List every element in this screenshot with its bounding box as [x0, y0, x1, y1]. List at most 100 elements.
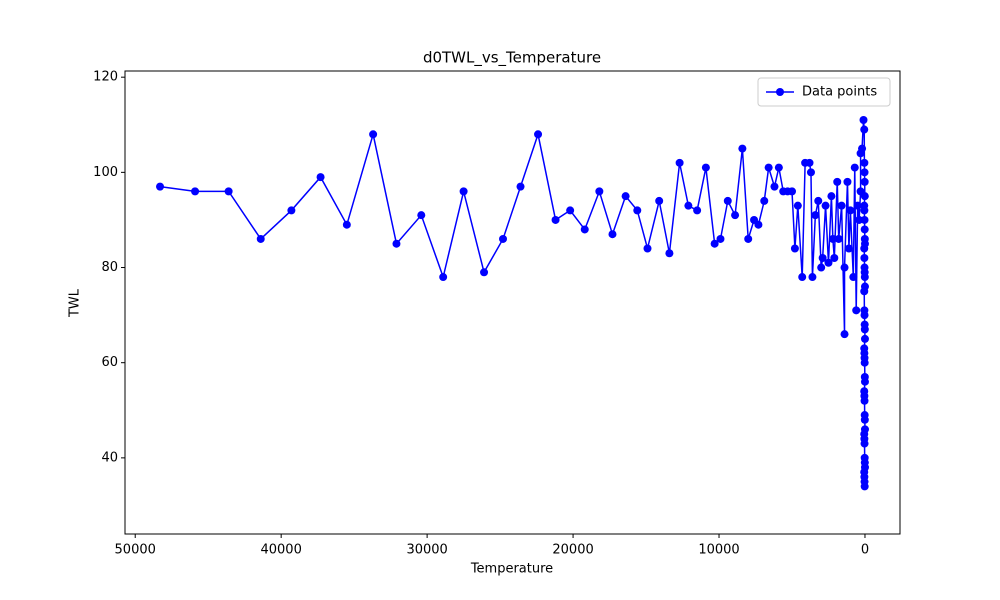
y-axis-label: TWL — [68, 288, 83, 318]
data-point — [675, 158, 684, 167]
y-tick-label: 40 — [101, 450, 118, 465]
data-point — [754, 220, 763, 229]
data-point — [716, 234, 725, 243]
data-point — [798, 273, 807, 282]
data-point — [534, 130, 543, 139]
data-point — [860, 177, 869, 186]
data-point — [191, 187, 200, 196]
data-point — [760, 196, 769, 205]
data-point — [499, 234, 508, 243]
data-point — [806, 168, 815, 177]
data-point — [860, 439, 869, 448]
data-point — [853, 201, 862, 210]
data-point — [844, 244, 853, 253]
data-point — [828, 234, 837, 243]
data-point — [860, 273, 869, 282]
data-point — [738, 144, 747, 153]
y-tick-label: 120 — [93, 70, 118, 85]
data-point — [860, 311, 869, 320]
data-point — [793, 201, 802, 210]
data-point — [392, 239, 401, 248]
data-point — [860, 225, 869, 234]
data-point — [860, 215, 869, 224]
data-point — [814, 196, 823, 205]
data-point — [731, 211, 740, 220]
data-point — [860, 192, 869, 201]
data-point — [595, 187, 604, 196]
data-point — [643, 244, 652, 253]
data-point — [787, 187, 796, 196]
data-point — [858, 144, 867, 153]
x-tick-label: 0 — [861, 543, 869, 558]
data-point — [818, 254, 827, 263]
data-point — [633, 206, 642, 215]
data-point — [849, 273, 858, 282]
data-point — [860, 377, 869, 386]
data-point — [764, 163, 773, 172]
x-tick-label: 10000 — [698, 543, 739, 558]
data-point — [770, 182, 779, 191]
data-point — [439, 273, 448, 282]
data-point — [860, 168, 869, 177]
data-point — [860, 396, 869, 405]
data-point — [516, 182, 525, 191]
data-point — [824, 258, 833, 267]
data-point — [417, 211, 426, 220]
data-point — [843, 177, 852, 186]
data-point — [830, 254, 839, 263]
data-point — [156, 182, 165, 191]
legend-label: Data points — [802, 85, 877, 100]
data-point — [860, 482, 869, 491]
data-point — [369, 130, 378, 139]
plot-frame — [124, 70, 901, 535]
data-point — [860, 158, 869, 167]
data-point — [827, 192, 836, 201]
data-point — [744, 234, 753, 243]
data-point — [287, 206, 296, 215]
data-point — [808, 273, 817, 282]
data-point — [608, 230, 617, 239]
data-point — [710, 239, 719, 248]
data-point — [342, 220, 351, 229]
chart-title: d0TWL_vs_Temperature — [423, 49, 601, 68]
data-point — [790, 244, 799, 253]
data-point — [837, 201, 846, 210]
data-point — [860, 334, 869, 343]
y-tick-label: 60 — [101, 355, 118, 370]
data-point — [860, 125, 869, 134]
data-line — [159, 119, 866, 487]
data-point — [833, 177, 842, 186]
data-point — [860, 325, 869, 334]
data-point — [701, 163, 710, 172]
data-point — [821, 201, 830, 210]
y-tick-label: 100 — [93, 165, 118, 180]
data-point — [665, 249, 674, 258]
data-point — [621, 192, 630, 201]
data-point — [811, 211, 820, 220]
data-point — [684, 201, 693, 210]
data-point — [580, 225, 589, 234]
data-point — [860, 254, 869, 263]
legend-marker — [776, 88, 784, 96]
data-point — [774, 163, 783, 172]
data-point — [693, 206, 702, 215]
data-point — [566, 206, 575, 215]
data-point — [846, 206, 855, 215]
data-point — [840, 330, 849, 339]
x-axis-label: Temperature — [470, 562, 553, 577]
data-point — [316, 173, 325, 182]
data-point — [860, 287, 869, 296]
x-tick-label: 20000 — [552, 543, 593, 558]
data-point — [655, 196, 664, 205]
y-tick-label: 80 — [101, 260, 118, 275]
data-point — [860, 206, 869, 215]
x-tick-label: 50000 — [115, 543, 156, 558]
data-point — [860, 415, 869, 424]
data-point — [256, 234, 265, 243]
legend-box — [757, 77, 891, 107]
data-point — [859, 116, 868, 125]
data-point — [459, 187, 468, 196]
data-point — [224, 187, 233, 196]
